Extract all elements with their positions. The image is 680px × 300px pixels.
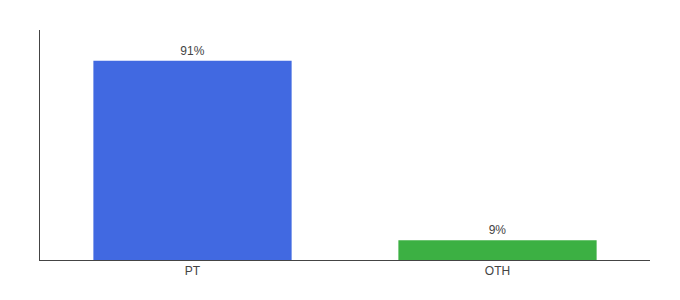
svg-text:PT: PT	[185, 264, 201, 278]
svg-text:91%: 91%	[180, 44, 204, 58]
svg-text:9%: 9%	[489, 223, 507, 237]
svg-text:OTH: OTH	[485, 264, 510, 278]
